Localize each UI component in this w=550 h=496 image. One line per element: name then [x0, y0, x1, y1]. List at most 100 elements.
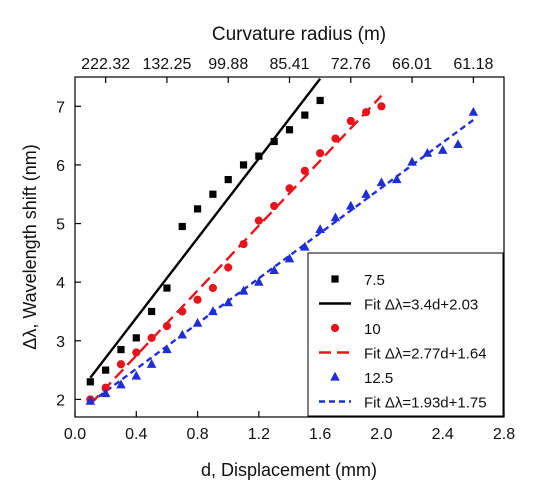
data-point-triangle: [116, 379, 126, 389]
data-point-triangle: [300, 241, 310, 251]
data-point-triangle: [330, 212, 341, 222]
y-tick-label: 4: [56, 275, 65, 292]
x-tick-label: 0.4: [125, 426, 147, 443]
data-point-square: [285, 126, 294, 134]
top-tick-label: 132.25: [142, 56, 191, 73]
data-point-triangle: [284, 253, 295, 263]
data-point-triangle: [269, 265, 279, 275]
legend: 7.5 Fit Δλ=3.4d+2.03 10 Fit Δλ=2.77d+1.64 12…: [307, 252, 504, 417]
data-point-circle: [362, 108, 371, 117]
data-point-triangle: [376, 177, 387, 187]
data-point-triangle: [468, 106, 479, 116]
data-point-triangle: [330, 371, 340, 381]
data-point-square: [209, 190, 217, 198]
fit-line: [89, 94, 383, 406]
left-axis-ticks: 2 3 4 5 6 7: [56, 99, 81, 409]
data-point-square: [331, 275, 339, 283]
top-axis-ticks: 222.32 132.25 99.88 85.41 72.76 66.01 61.18: [81, 56, 493, 83]
y-tick-label: 2: [56, 392, 65, 409]
y-tick-label: 3: [56, 334, 65, 351]
data-point-triangle: [453, 139, 463, 149]
data-point-triangle: [422, 148, 433, 157]
data-markers: [85, 96, 479, 405]
data-point-triangle: [315, 224, 325, 234]
y-axis-title: Δλ, Wavelength shift (nm): [20, 144, 40, 349]
data-point-circle: [377, 102, 386, 111]
data-point-triangle: [437, 145, 448, 154]
data-point-square: [102, 366, 110, 374]
x-tick-label: 1.6: [309, 426, 331, 443]
legend-label: 12.5: [364, 370, 393, 387]
data-point-square: [239, 161, 248, 169]
y-tick-label: 7: [56, 99, 65, 116]
data-point-circle: [331, 134, 340, 143]
data-point-circle: [254, 216, 263, 225]
data-point-triangle: [254, 276, 264, 286]
data-point-circle: [285, 184, 294, 193]
data-point-square: [316, 96, 324, 105]
data-point-triangle: [131, 370, 142, 380]
data-point-circle: [178, 307, 187, 316]
data-point-triangle: [238, 285, 249, 295]
x-axis-title: d, Displacement (mm): [201, 460, 377, 480]
data-point-square: [132, 334, 140, 342]
data-point-square: [270, 137, 278, 146]
plot-frame: [74, 76, 505, 418]
legend-label: Fit Δλ=2.77d+1.64: [364, 346, 487, 363]
data-point-circle: [116, 360, 126, 369]
data-point-triangle: [223, 297, 234, 307]
data-point-triangle: [100, 388, 111, 398]
data-point-triangle: [162, 344, 172, 354]
data-point-circle: [193, 295, 202, 304]
data-point-triangle: [391, 174, 402, 184]
data-point-circle: [224, 263, 233, 272]
x-tick-label: 2.0: [370, 426, 392, 443]
legend-label: 7.5: [364, 272, 385, 289]
data-point-triangle: [361, 189, 371, 198]
data-point-triangle: [85, 395, 96, 405]
x-tick-label: 0.0: [64, 426, 86, 443]
data-point-circle: [270, 201, 279, 211]
data-point-square: [163, 284, 171, 292]
data-point-square: [86, 378, 94, 386]
y-tick-label: 5: [56, 217, 65, 234]
top-tick-label: 66.01: [392, 56, 432, 73]
x-tick-label: 2.4: [432, 426, 454, 443]
y-tick-label: 6: [56, 158, 65, 175]
top-tick-label: 61.18: [453, 56, 493, 73]
data-point-triangle: [345, 200, 356, 210]
x-tick-label: 2.8: [493, 426, 515, 443]
x-tick-label: 0.8: [186, 426, 208, 443]
data-point-triangle: [208, 306, 218, 316]
data-point-circle: [330, 323, 340, 333]
data-point-circle: [300, 166, 309, 175]
top-axis-title: Curvature radius (m): [212, 24, 386, 45]
top-tick-label: 99.88: [208, 56, 248, 73]
legend-label: Fit Δλ=1.93d+1.75: [364, 395, 487, 412]
x-tick-label: 1.2: [248, 426, 270, 443]
data-point-circle: [101, 383, 110, 392]
data-point-square: [193, 205, 202, 213]
data-point-circle: [132, 348, 141, 357]
bottom-axis-ticks: 0.0 0.4 0.8 1.2 1.6 2.0 2.4 2.8: [64, 411, 515, 443]
top-tick-label: 72.76: [331, 56, 371, 73]
fit-line: [89, 78, 322, 379]
data-point-circle: [147, 333, 156, 342]
data-point-circle: [346, 116, 355, 126]
fit-lines: [89, 78, 475, 406]
data-point-square: [224, 175, 232, 184]
data-point-circle: [316, 149, 325, 158]
legend-box: [307, 252, 504, 417]
top-tick-label: 85.41: [269, 56, 309, 73]
data-point-triangle: [177, 329, 188, 339]
data-point-square: [148, 307, 156, 316]
data-point-triangle: [146, 359, 157, 368]
data-point-circle: [239, 239, 248, 249]
legend-label: 10: [364, 321, 381, 338]
data-point-square: [178, 222, 186, 231]
data-point-square: [301, 111, 309, 119]
data-point-triangle: [192, 318, 203, 327]
data-point-circle: [208, 283, 217, 293]
data-point-square: [117, 345, 125, 354]
